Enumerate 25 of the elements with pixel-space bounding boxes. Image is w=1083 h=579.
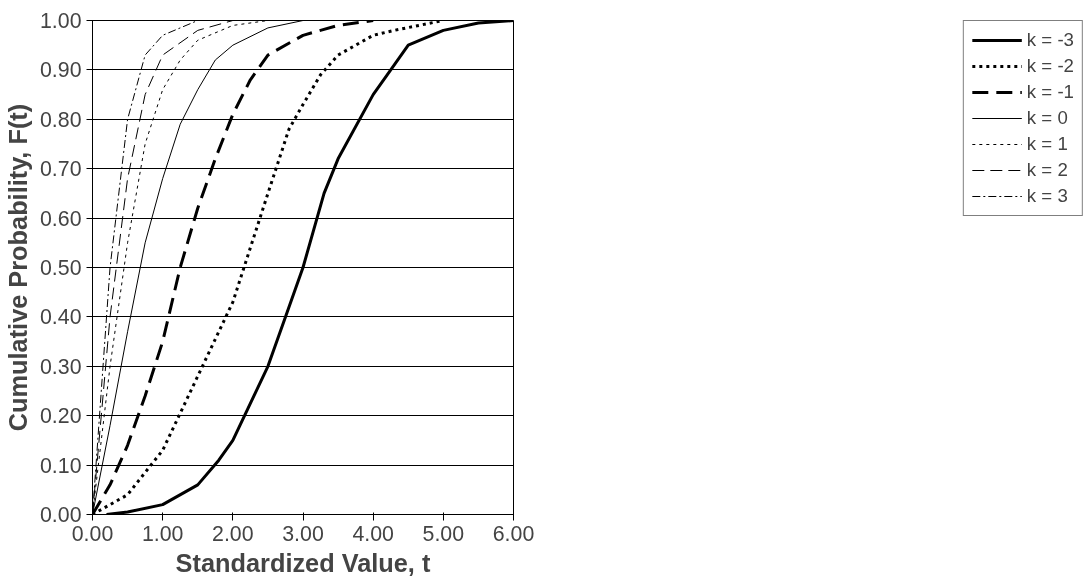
x-tick-label: 4.00 bbox=[352, 521, 395, 546]
x-tick-label: 1.00 bbox=[141, 521, 184, 546]
x-tick-label: 6.00 bbox=[492, 521, 535, 546]
x-axis-title: Standardized Value, t bbox=[175, 548, 431, 577]
y-tick-label: 1.00 bbox=[39, 9, 82, 33]
y-tick-label: 0.70 bbox=[39, 157, 82, 182]
x-tick-label: 5.00 bbox=[422, 521, 465, 546]
x-tick-label: 3.00 bbox=[282, 521, 324, 546]
y-tick-label: 0.30 bbox=[39, 354, 82, 379]
y-tick-label: 0.20 bbox=[39, 404, 82, 429]
y-tick-label: 0.60 bbox=[39, 206, 82, 231]
y-tick-label: 0.50 bbox=[39, 256, 82, 280]
legend-label: k = 1 bbox=[1026, 133, 1068, 155]
legend-label: k = 0 bbox=[1026, 107, 1068, 129]
y-tick-label: 0.80 bbox=[39, 107, 82, 132]
y-tick-label: 0.90 bbox=[39, 58, 82, 83]
legend-label: k = -2 bbox=[1026, 55, 1074, 77]
legend-label: k = -1 bbox=[1026, 81, 1074, 103]
legend-label: k = -3 bbox=[1026, 29, 1074, 51]
y-tick-label: 0.10 bbox=[39, 453, 82, 478]
y-tick-label: 0.40 bbox=[39, 305, 82, 330]
y-axis-title: Cumulative Probability, F(t) bbox=[3, 103, 32, 432]
x-tick-label: 2.00 bbox=[212, 521, 254, 546]
legend-label: k = 2 bbox=[1026, 159, 1068, 181]
legend-label: k = 3 bbox=[1026, 185, 1068, 207]
